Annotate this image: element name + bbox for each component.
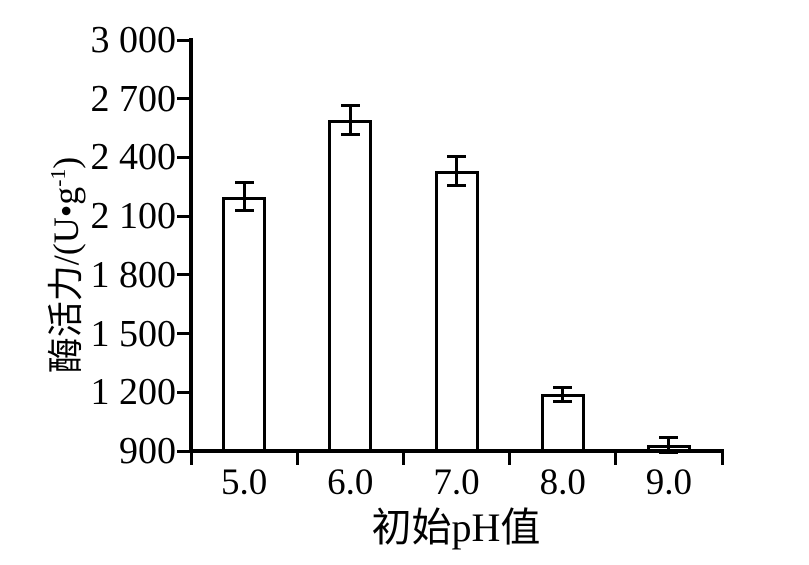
x-axis-tick [295,453,299,465]
y-axis-tick-label: 1 200 [90,371,177,414]
bar [434,171,479,451]
y-axis-title-exponent: -1 [46,168,70,187]
x-axis-tick [189,453,193,465]
y-axis-tick [177,273,190,277]
error-bar-cap [553,399,573,403]
x-axis-tick [720,453,724,465]
y-axis-title-close: ) [46,156,86,169]
y-axis-title-text: 酶活力/(U•g [46,186,86,374]
error-bar-cap [340,104,360,108]
y-axis-line [189,38,193,453]
y-axis-tick-label: 900 [119,430,176,472]
y-axis-tick-label: 1 800 [90,253,177,296]
y-axis-tick-label: 2 700 [90,77,177,120]
error-bar-stem [667,437,671,453]
x-axis-tick-label: 9.0 [645,462,693,503]
x-axis-tick-label: 5.0 [220,462,268,503]
x-axis-tick-label: 8.0 [539,462,586,503]
bar [222,196,267,451]
y-axis-tick [177,449,190,453]
y-axis-tick [177,390,190,394]
error-bar-stem [455,156,458,186]
y-axis-tick [177,97,190,101]
error-bar-stem [561,387,565,402]
x-axis-tick [614,453,618,465]
y-axis-title: 酶活力/(U•g-1) [38,65,86,465]
error-bar-stem [242,182,246,211]
y-axis-tick-label: 3 000 [90,19,177,61]
bar [540,394,585,451]
error-bar-cap [234,181,254,185]
error-bar-cap [553,385,573,389]
y-axis-tick-label: 2 100 [90,195,177,238]
x-axis-line [189,449,724,453]
y-axis-tick [177,38,190,42]
y-axis-tick [177,332,190,336]
x-axis-tick-label: 7.0 [433,462,480,503]
x-axis-tick [401,453,405,465]
y-axis-tick-label: 1 500 [90,312,177,355]
error-bar-cap [234,208,254,212]
y-axis-tick [177,155,190,159]
y-axis-tick [177,214,190,218]
error-bar-cap [447,154,466,158]
x-axis-title: 初始pH值 [371,505,541,550]
error-bar-cap [659,435,679,439]
error-bar-cap [447,184,466,188]
x-axis-tick-label: 6.0 [327,462,374,503]
error-bar-cap [340,133,360,137]
bar [328,120,373,451]
error-bar-stem [348,105,352,135]
x-axis-tick [508,453,512,465]
y-axis-tick-label: 2 400 [90,136,177,179]
